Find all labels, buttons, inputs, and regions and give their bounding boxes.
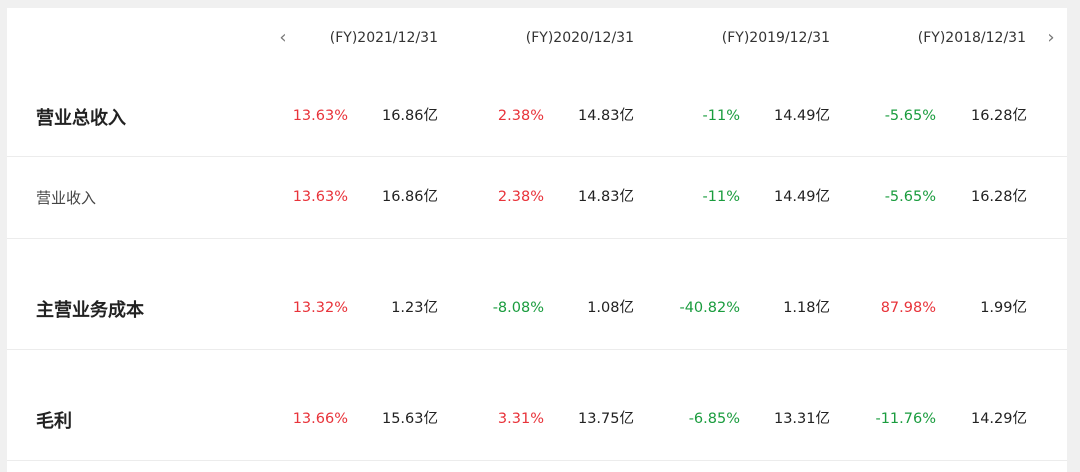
row-change-pct: 13.63% (292, 108, 348, 124)
row-change-pct: -11.76% (875, 411, 936, 427)
row-value: 16.28亿 (970, 189, 1027, 205)
financial-table-panel: ‹ (FY)2021/12/31 (FY)2020/12/31 (FY)2019… (7, 8, 1067, 472)
chevron-right-icon[interactable]: › (1047, 27, 1055, 48)
row-change-pct: 13.66% (292, 411, 348, 427)
row-change-pct: 87.98% (880, 300, 936, 316)
chevron-left-icon[interactable]: ‹ (279, 27, 287, 48)
row-value: 16.28亿 (970, 108, 1027, 124)
row-value: 13.31亿 (773, 411, 830, 427)
row-label: 营业收入 (36, 189, 97, 207)
table-row: 营业总收入 13.63% 16.86亿 2.38% 14.83亿 -11% 14… (7, 68, 1067, 157)
row-value: 16.86亿 (381, 189, 438, 205)
table-row: 主营业务成本 13.32% 1.23亿 -8.08% 1.08亿 -40.82%… (7, 239, 1067, 350)
row-label: 主营业务成本 (36, 300, 144, 321)
row-change-pct: 13.32% (292, 300, 348, 316)
row-change-pct: -5.65% (884, 108, 936, 124)
row-label: 毛利 (36, 411, 72, 432)
period-header: ‹ (FY)2021/12/31 (FY)2020/12/31 (FY)2019… (7, 8, 1067, 68)
row-value: 14.49亿 (773, 108, 830, 124)
row-change-pct: -11% (702, 189, 740, 205)
row-value: 1.18亿 (783, 300, 830, 316)
row-value: 1.08亿 (587, 300, 634, 316)
row-change-pct: -8.08% (492, 300, 544, 316)
row-value: 14.83亿 (577, 189, 634, 205)
table-row: 毛利 13.66% 15.63亿 3.31% 13.75亿 -6.85% 13.… (7, 350, 1067, 461)
row-change-pct: 3.31% (497, 411, 544, 427)
period-header-0: (FY)2021/12/31 (329, 30, 438, 46)
row-change-pct: -5.65% (884, 189, 936, 205)
row-value: 1.23亿 (391, 300, 438, 316)
row-change-pct: -6.85% (688, 411, 740, 427)
row-change-pct: 2.38% (497, 189, 544, 205)
row-value: 14.49亿 (773, 189, 830, 205)
row-value: 1.99亿 (980, 300, 1027, 316)
row-value: 13.75亿 (577, 411, 634, 427)
period-header-3: (FY)2018/12/31 (917, 30, 1026, 46)
row-value: 16.86亿 (381, 108, 438, 124)
row-change-pct: 13.63% (292, 189, 348, 205)
row-value: 14.83亿 (577, 108, 634, 124)
table-row: 营业收入 13.63% 16.86亿 2.38% 14.83亿 -11% 14.… (7, 157, 1067, 239)
row-change-pct: -11% (702, 108, 740, 124)
row-change-pct: -40.82% (679, 300, 740, 316)
row-label: 营业总收入 (36, 108, 126, 129)
period-header-1: (FY)2020/12/31 (525, 30, 634, 46)
row-change-pct: 2.38% (497, 108, 544, 124)
period-header-2: (FY)2019/12/31 (721, 30, 830, 46)
row-value: 14.29亿 (970, 411, 1027, 427)
row-value: 15.63亿 (381, 411, 438, 427)
